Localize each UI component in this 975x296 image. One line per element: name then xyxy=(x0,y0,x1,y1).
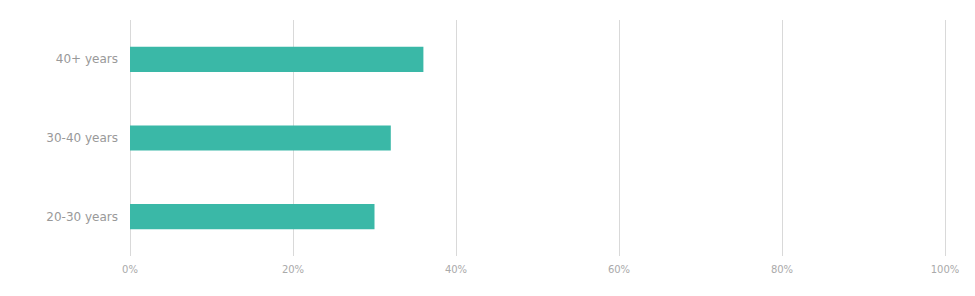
svg-text:20-30 years: 20-30 years xyxy=(46,210,118,224)
svg-text:40+ years: 40+ years xyxy=(56,52,118,66)
svg-text:0%: 0% xyxy=(122,264,138,275)
svg-text:30-40 years: 30-40 years xyxy=(46,131,118,145)
svg-text:20%: 20% xyxy=(282,264,304,275)
svg-text:80%: 80% xyxy=(771,264,793,275)
svg-text:40%: 40% xyxy=(445,264,467,275)
svg-text:60%: 60% xyxy=(608,264,630,275)
svg-text:100%: 100% xyxy=(931,264,960,275)
